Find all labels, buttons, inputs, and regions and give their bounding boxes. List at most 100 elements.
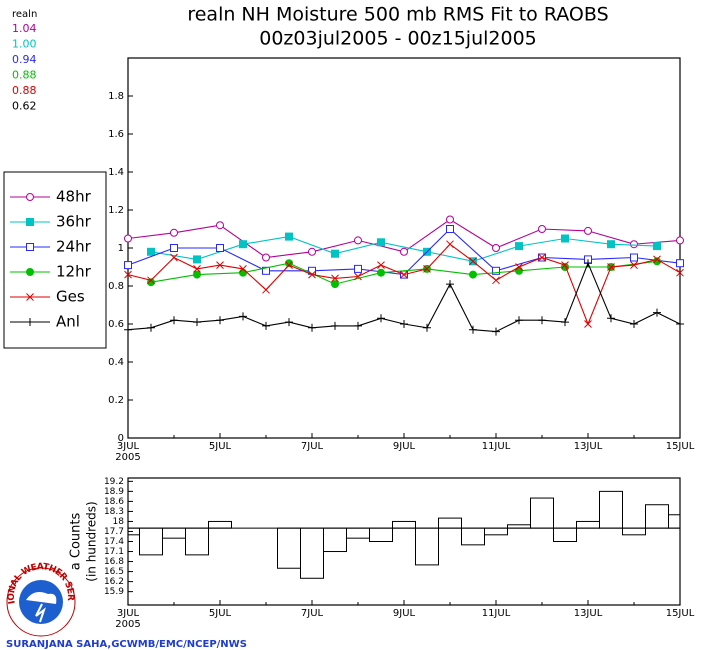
marker	[193, 255, 201, 264]
series-mean: 0.88	[12, 69, 37, 82]
marker	[262, 285, 270, 294]
series-line	[150, 260, 658, 285]
y-tick-label: 0	[118, 433, 124, 444]
y-tick-label: 18.9	[104, 487, 124, 497]
y-axis-label: a Counts	[69, 513, 84, 571]
marker	[423, 265, 431, 273]
marker	[354, 272, 362, 281]
marker	[124, 261, 132, 270]
x-tick-label: 5JUL	[209, 608, 232, 619]
marker	[630, 320, 638, 328]
marker	[262, 253, 270, 262]
count-bar	[415, 527, 439, 566]
marker	[170, 316, 178, 325]
count-bar	[622, 527, 646, 536]
marker	[446, 240, 454, 249]
y-tick-label: 15.9	[104, 587, 124, 597]
series-line	[150, 236, 658, 262]
marker	[492, 276, 500, 285]
legend-label: 48hr	[56, 188, 92, 206]
y-tick-label: 16.2	[104, 577, 124, 587]
marker	[607, 314, 615, 323]
marker	[26, 318, 34, 326]
x-tick-label: 9JUL	[393, 608, 416, 619]
y-tick-label: 19.2	[104, 477, 124, 487]
marker	[26, 268, 34, 276]
y-tick-label: 1	[118, 243, 124, 254]
marker	[653, 255, 661, 264]
x-year-label: 2005	[115, 619, 140, 630]
count-bar	[208, 520, 232, 529]
legend-label: 12hr	[56, 263, 92, 281]
series-mean: 1.04	[12, 22, 37, 35]
x-tick-label: 7JUL	[301, 608, 324, 619]
marker	[262, 321, 270, 330]
marker	[492, 266, 500, 275]
marker	[676, 259, 684, 268]
marker	[653, 242, 661, 251]
marker	[354, 264, 362, 273]
y-tick-label: 0.8	[108, 281, 124, 292]
marker	[308, 323, 316, 332]
count-bar	[392, 520, 416, 529]
series-mean: 0.62	[12, 100, 37, 113]
marker	[331, 274, 339, 283]
count-bar	[553, 527, 577, 543]
marker	[26, 293, 34, 301]
marker	[285, 232, 293, 241]
marker	[285, 261, 293, 269]
marker	[216, 261, 224, 269]
marker	[676, 320, 684, 328]
marker	[515, 263, 523, 271]
marker	[216, 244, 224, 252]
marker	[216, 221, 224, 230]
count-bar	[438, 517, 462, 529]
x-tick-label: 5JUL	[209, 441, 232, 452]
y-tick-label: 17.1	[104, 547, 124, 557]
marker	[630, 261, 638, 269]
marker	[170, 253, 178, 262]
series-mean: 0.94	[12, 53, 37, 66]
count-bar	[369, 527, 393, 543]
y-tick-label: 1.4	[108, 167, 124, 178]
marker	[26, 243, 34, 251]
count-bar	[185, 527, 209, 556]
y-tick-label: 1.8	[108, 91, 124, 102]
count-bar	[484, 527, 508, 536]
y-tick-label: 0.6	[108, 319, 124, 330]
marker	[538, 253, 546, 262]
marker	[676, 268, 684, 277]
marker	[331, 321, 339, 330]
x-tick-label: 13JUL	[574, 441, 603, 452]
marker	[285, 318, 293, 327]
marker	[676, 236, 684, 245]
marker	[630, 240, 638, 249]
marker	[262, 266, 270, 275]
x-tick-label: 13JUL	[574, 608, 603, 619]
series	[124, 240, 684, 328]
y-tick-label: 0.2	[108, 395, 124, 406]
marker	[653, 257, 661, 266]
series-mean: 1.00	[12, 38, 37, 51]
marker	[561, 234, 569, 243]
marker	[147, 276, 155, 285]
marker	[584, 226, 592, 235]
marker	[239, 312, 247, 321]
marker	[400, 247, 408, 256]
marker	[354, 321, 362, 330]
marker	[561, 261, 569, 269]
series	[124, 259, 684, 336]
legend-label: 36hr	[56, 213, 92, 231]
marker	[193, 318, 201, 327]
legend-label: Ges	[56, 288, 85, 306]
marker	[377, 314, 385, 323]
marker	[469, 257, 477, 266]
experiment-label: realn	[12, 9, 37, 20]
marker	[239, 268, 247, 277]
x-tick-label: 11JUL	[482, 608, 511, 619]
marker	[515, 316, 523, 325]
marker	[216, 316, 224, 325]
series	[124, 215, 684, 262]
marker	[308, 247, 316, 256]
